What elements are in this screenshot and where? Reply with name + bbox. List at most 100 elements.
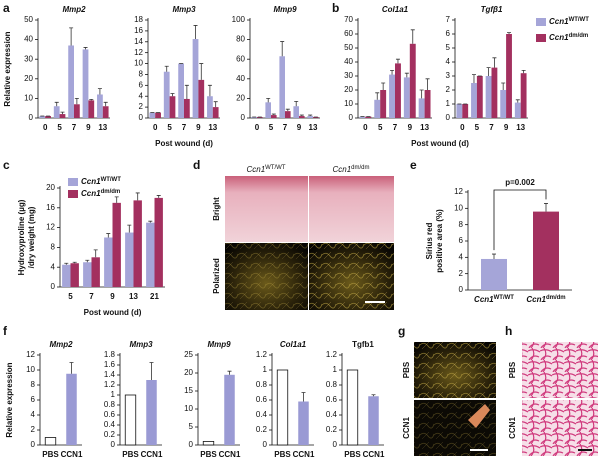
y-tick-label: 5 <box>446 43 451 52</box>
text-part: 5 <box>57 123 62 132</box>
error-bar <box>308 114 313 117</box>
y-tick-label: 5 <box>189 422 194 431</box>
error-bar <box>83 47 88 50</box>
y-tick-label: 14 <box>134 37 143 46</box>
y-tick-label: 0 <box>349 113 354 122</box>
chart-title: Col1a1 <box>382 5 409 14</box>
text-part: Ccn1 <box>549 17 569 26</box>
bar <box>154 197 163 287</box>
text-part: 9 <box>297 123 302 132</box>
annotation: p=0.002 <box>505 178 535 187</box>
error-bar <box>199 63 204 80</box>
y-tick-label: 6 <box>446 29 451 38</box>
error-bar <box>184 84 189 99</box>
bar <box>424 90 431 118</box>
y-tick-label: 16 <box>134 26 143 35</box>
y-tick-label: 6 <box>459 236 464 245</box>
y-tick-label: 60 <box>236 54 245 63</box>
chart-title: Tgfβ1 <box>481 5 503 14</box>
y-tick-label: 80 <box>236 35 245 44</box>
image-column-label: Ccn1dm/dm <box>332 165 369 175</box>
bar <box>125 232 134 287</box>
x-tick-label: 13 <box>309 123 318 132</box>
error-bar <box>93 249 98 258</box>
x-tick-label: 9 <box>110 292 115 301</box>
y-tick-label: 1 <box>446 99 451 108</box>
error-bar <box>271 113 276 116</box>
x-tick-label: 5 <box>475 123 480 132</box>
y-tick-label: 20 <box>236 94 245 103</box>
y-tick-label: 1.4 <box>104 370 116 379</box>
x-tick-label: 13 <box>129 292 138 301</box>
y-tick-label: 12 <box>26 350 35 359</box>
image-panel-d <box>225 176 394 310</box>
text-part: Ccn1 <box>526 295 546 304</box>
error-bar <box>294 100 299 107</box>
chart: 0 5 10 15 20 25 PBS CCN1 Mmp9 <box>184 340 241 459</box>
text-part: Ccn1 <box>549 33 569 42</box>
y-axis-label: Relative expression <box>5 362 14 437</box>
error-bar <box>521 70 526 74</box>
panel-letter: a <box>3 1 10 15</box>
error-bar <box>60 111 65 115</box>
error-bar <box>149 362 154 380</box>
text-part: PBS <box>274 450 291 459</box>
text-part: CCN1 <box>141 450 163 459</box>
x-tick-label: 9 <box>297 123 302 132</box>
bar <box>39 116 46 118</box>
error-bar <box>164 65 169 72</box>
x-tick-label: 0 <box>460 123 465 132</box>
y-tick-label: 12 <box>46 223 55 232</box>
chart-title: Mmp3 <box>129 340 153 349</box>
text-part: CCN1 <box>293 450 315 459</box>
bar <box>476 76 483 118</box>
y-tick-label: 16 <box>46 203 55 212</box>
y-tick-label: 1 <box>333 365 338 374</box>
y-tick-label: 4 <box>139 91 144 100</box>
y-tick-label: 2 <box>446 85 451 94</box>
bar <box>257 117 263 118</box>
legend-label: Ccn1WT/WT <box>549 17 589 27</box>
bar <box>471 83 477 118</box>
x-tick-label: 0 <box>153 123 158 132</box>
error-bar <box>492 57 497 68</box>
text-part: CCN1 <box>61 450 83 459</box>
text-part: 5 <box>167 123 172 132</box>
x-tick-label: 0 <box>363 123 368 132</box>
y-tick-label: 1 <box>263 365 268 374</box>
legend-swatch <box>68 178 78 186</box>
bar <box>207 96 213 118</box>
error-bar <box>103 101 108 107</box>
text-part: Ccn1 <box>81 189 101 198</box>
y-tick-label: 2 <box>139 102 144 111</box>
y-tick-label: 25 <box>184 350 193 359</box>
bar <box>184 98 190 118</box>
error-bar <box>486 67 491 76</box>
bar <box>298 401 309 445</box>
error-bar <box>375 92 380 100</box>
y-tick-label: 50 <box>24 15 33 24</box>
image-row-label: PBS <box>508 361 517 378</box>
text-part: 0 <box>255 123 260 132</box>
bar <box>299 116 305 118</box>
y-tick-label: 100 <box>232 15 246 24</box>
x-tick-label: 7 <box>283 123 288 132</box>
legend-swatch <box>68 190 78 198</box>
x-tick-label: PBS <box>344 450 361 459</box>
y-tick-label: 40 <box>344 57 353 66</box>
error-bar <box>114 196 119 203</box>
y-tick-label: 6 <box>139 80 144 89</box>
text-part: 0 <box>43 123 48 132</box>
bar <box>491 67 498 118</box>
text-part: 13 <box>309 123 318 132</box>
bar <box>66 373 77 445</box>
x-tick-label: 9 <box>504 123 509 132</box>
y-tick-label: 0 <box>263 440 268 449</box>
x-tick-label: 13 <box>516 123 525 132</box>
image-column-label: Ccn1WT/WT <box>246 165 285 175</box>
error-bar <box>544 203 548 212</box>
text-part: 7 <box>182 123 187 132</box>
y-tick-label: 0 <box>51 282 56 291</box>
text-part: 7 <box>393 123 398 132</box>
